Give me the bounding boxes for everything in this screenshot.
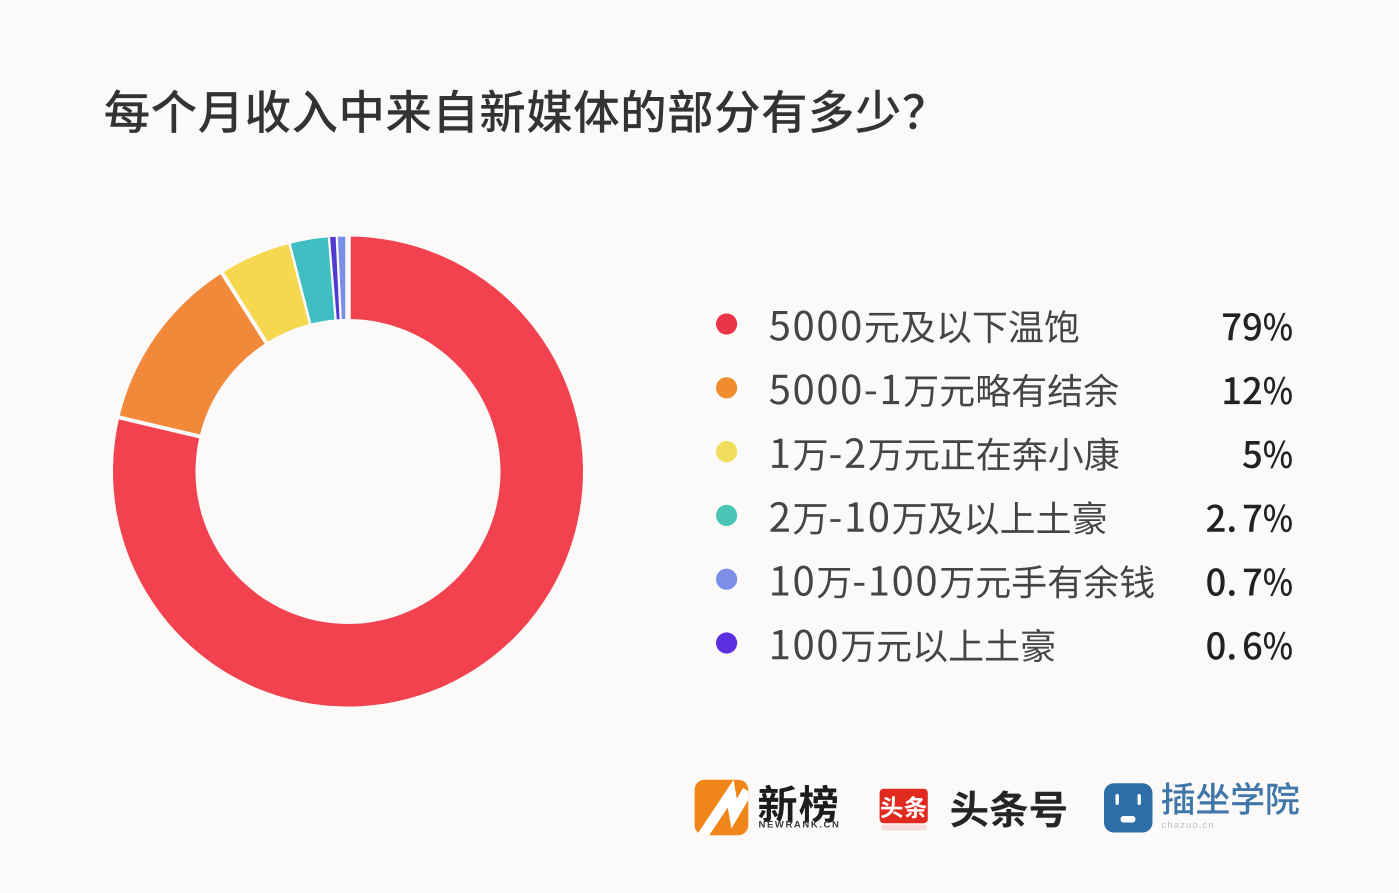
svg-text:chazuo.cn: chazuo.cn	[1162, 820, 1215, 831]
svg-text:NEWRANK.CN: NEWRANK.CN	[759, 820, 841, 831]
